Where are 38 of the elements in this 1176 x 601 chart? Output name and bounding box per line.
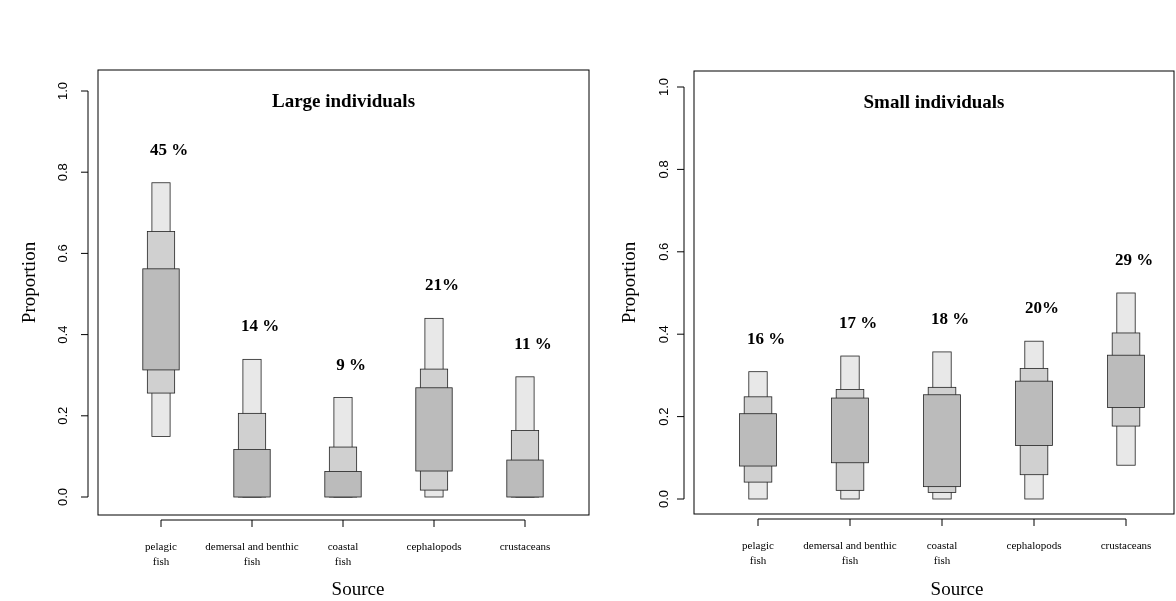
annotation: 11 %: [514, 333, 552, 353]
x-tick-label: demersal and benthic fish: [205, 540, 299, 567]
y-tick-label: 0.0: [55, 487, 70, 507]
y-tick-label: 0.4: [55, 325, 70, 344]
annotation: 9 %: [336, 354, 366, 374]
y-tick-label: 0.8: [656, 160, 671, 179]
y-tick-label: 0.0: [656, 489, 671, 509]
x-tick-label: pelagic fish: [145, 540, 177, 567]
annotation: 45 %: [149, 139, 189, 159]
x-tick-label: demersal and benthic fish: [803, 539, 897, 566]
annotation: 17 %: [838, 313, 878, 333]
annotation: 18 %: [930, 308, 970, 328]
x-axis-title: Source: [930, 578, 984, 599]
annotation: 16 %: [746, 328, 786, 348]
x-axis-title: Source: [331, 578, 385, 599]
y-tick-label: 0.8: [55, 163, 70, 182]
y-tick-label: 1.0: [55, 81, 70, 101]
chart-title: Small individuals: [863, 91, 1005, 112]
y-tick-label: 1.0: [656, 77, 671, 97]
chart-title: Large individuals: [271, 90, 416, 111]
x-tick-label: crustaceans: [1100, 539, 1152, 551]
y-tick-label: 0.4: [656, 325, 671, 344]
annotation: 21%: [425, 275, 459, 295]
x-tick-label: coastal fish: [327, 540, 359, 567]
y-tick-label: 0.6: [55, 244, 70, 263]
x-tick-label: crustaceans: [499, 540, 551, 552]
y-tick-label: 0.6: [656, 242, 671, 261]
y-tick-label: 0.2: [55, 406, 70, 425]
x-tick-label: cephalopods: [406, 540, 462, 552]
annotation: 20%: [1025, 298, 1059, 318]
y-tick-label: 0.2: [656, 407, 671, 426]
x-tick-label: coastal fish: [926, 539, 958, 566]
annotation: 29 %: [1114, 250, 1154, 269]
y-axis-title: Proportion: [18, 241, 39, 324]
x-tick-label: cephalopods: [1006, 539, 1062, 551]
annotation: 14 %: [240, 316, 280, 336]
y-axis-title: Proportion: [618, 241, 639, 324]
x-tick-label: pelagic fish: [742, 539, 774, 566]
